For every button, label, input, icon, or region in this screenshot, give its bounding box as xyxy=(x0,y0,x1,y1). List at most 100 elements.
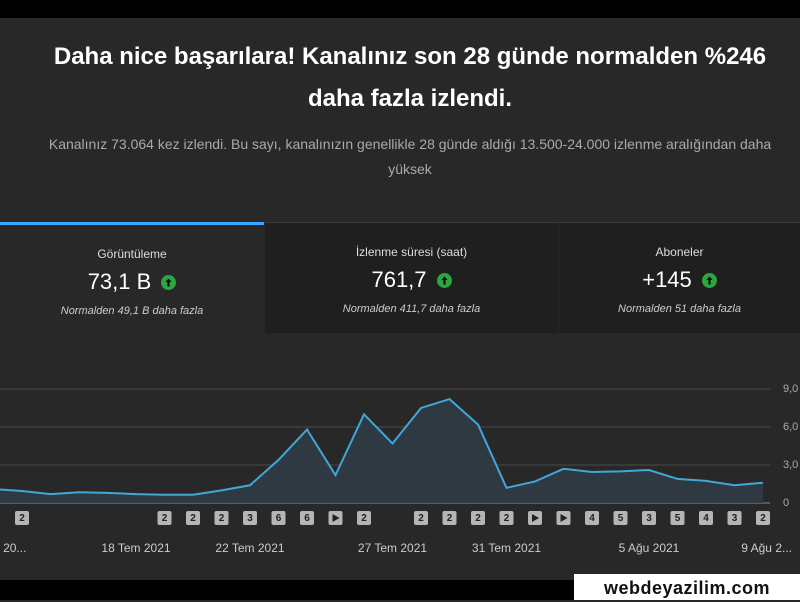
marker-box xyxy=(15,511,29,525)
metric-value-row: 73,1 B xyxy=(0,269,264,295)
marker-count: 2 xyxy=(219,513,225,524)
marker-count: 3 xyxy=(646,513,652,524)
metric-value: +145 xyxy=(642,267,692,292)
x-tick-label: 5 Ağu 2021 xyxy=(619,541,680,555)
marker-box xyxy=(414,511,428,525)
marker-box xyxy=(585,511,599,525)
marker-box xyxy=(157,511,172,525)
marker-count: 2 xyxy=(190,513,196,524)
metric-tab[interactable]: Görüntüleme 73,1 B Normalden 49,1 B daha… xyxy=(0,222,264,333)
marker-count: 4 xyxy=(589,513,595,524)
marker-count: 6 xyxy=(304,513,310,524)
marker-count: 2 xyxy=(504,513,510,524)
area xyxy=(0,399,763,503)
video-marker: 2 xyxy=(186,511,200,525)
marker-count: 4 xyxy=(703,513,709,524)
marker-box xyxy=(186,511,200,525)
video-marker: 6 xyxy=(300,511,314,525)
play-icon xyxy=(332,514,340,522)
y-tick-label: 6,0 xyxy=(783,421,798,433)
marker-count: 2 xyxy=(760,513,766,524)
video-marker: 2 xyxy=(214,511,229,525)
up-icon xyxy=(436,272,452,288)
video-marker xyxy=(328,511,343,525)
marker-count: 5 xyxy=(675,513,681,524)
video-marker: 3 xyxy=(642,511,656,525)
x-tick-label: 22 Tem 2021 xyxy=(215,541,284,555)
marker-box xyxy=(499,511,514,525)
metric-value-row: 761,7 xyxy=(265,267,558,293)
video-marker: 2 xyxy=(157,511,172,525)
y-tick-label: 3,0 xyxy=(783,459,798,471)
marker-count: 3 xyxy=(247,513,253,524)
metric-label: Görüntüleme xyxy=(97,247,167,261)
video-marker: 6 xyxy=(271,511,286,525)
up-icon xyxy=(161,274,177,290)
video-marker xyxy=(556,511,571,525)
marker-count: 5 xyxy=(618,513,624,524)
video-marker: 3 xyxy=(243,511,257,525)
marker-count: 2 xyxy=(418,513,424,524)
play-icon xyxy=(560,514,568,522)
marker-box xyxy=(300,511,314,525)
marker-box xyxy=(243,511,257,525)
metric-value-row: +145 xyxy=(559,267,800,293)
metric-value: 761,7 xyxy=(371,267,427,292)
x-tick-label: 18 Tem 2021 xyxy=(101,541,170,555)
marker-box xyxy=(727,511,742,525)
chart: 0 3,0 6,0 9,0 13 Tem 20... 18 Tem 2021 22 Tem … xyxy=(0,383,798,555)
line xyxy=(0,397,764,496)
marker-count: 2 xyxy=(162,513,168,524)
marker-box xyxy=(357,511,371,525)
video-marker: 2 xyxy=(756,511,770,525)
marker-box xyxy=(214,511,229,525)
metric-label: İzlenme süresi (saat) xyxy=(355,245,468,259)
x-tick-label: 13 Tem 20... xyxy=(0,541,26,555)
video-marker: 2 xyxy=(499,511,514,525)
x-tick-label: 9 Ağu 2... xyxy=(741,541,792,555)
video-marker: 2 xyxy=(442,511,457,525)
marker-box xyxy=(670,511,685,525)
video-marker: 3 xyxy=(727,511,742,525)
video-marker xyxy=(528,511,542,525)
x-tick-label: 31 Tem 2021 xyxy=(472,541,541,555)
marker-count: 2 xyxy=(447,513,453,524)
marker-count: 2 xyxy=(19,513,25,524)
video-marker: 2 xyxy=(471,511,485,525)
marker-box xyxy=(613,511,628,525)
y-tick-label: 0 xyxy=(783,497,789,509)
metric-tab[interactable]: İzlenme süresi (saat) 761,7 Normalden 41… xyxy=(265,222,558,333)
play-icon xyxy=(532,514,539,522)
marker-box xyxy=(271,511,286,525)
watermark: webdeyazilim.com xyxy=(574,574,800,600)
marker-box xyxy=(756,511,770,525)
video-marker: 2 xyxy=(15,511,29,525)
x-tick-label: 27 Tem 2021 xyxy=(358,541,427,555)
marker-box xyxy=(471,511,485,525)
top-bar xyxy=(0,0,800,18)
metric-note: Normalden 49,1 B daha fazla xyxy=(60,305,204,317)
video-marker: 2 xyxy=(357,511,371,525)
marker-count: 2 xyxy=(361,513,367,524)
description: Kanalınız 73.064 kez izlendi. Bu sayı, k… xyxy=(48,136,772,177)
marker-box xyxy=(642,511,656,525)
metric-value: 73,1 B xyxy=(87,269,152,294)
y-tick-label: 9,0 xyxy=(783,383,798,395)
metric-note: Normalden 411,7 daha fazla xyxy=(342,303,481,315)
video-marker: 5 xyxy=(670,511,685,525)
video-marker: 4 xyxy=(699,511,713,525)
metric-note: Normalden 51 daha fazla xyxy=(618,303,741,315)
marker-box xyxy=(442,511,457,525)
up-icon xyxy=(701,272,717,288)
video-marker: 5 xyxy=(613,511,628,525)
metric-tab[interactable]: Aboneler +145 Normalden 51 daha fazla xyxy=(559,222,800,333)
metric-label: Aboneler xyxy=(655,245,704,259)
video-marker: 2 xyxy=(414,511,428,525)
marker-count: 3 xyxy=(732,513,738,524)
marker-count: 6 xyxy=(276,513,282,524)
marker-box xyxy=(699,511,713,525)
video-marker: 4 xyxy=(585,511,599,525)
marker-count: 2 xyxy=(475,513,481,524)
title: Daha nice başarılara! Kanalınız son 28 g… xyxy=(53,43,767,112)
